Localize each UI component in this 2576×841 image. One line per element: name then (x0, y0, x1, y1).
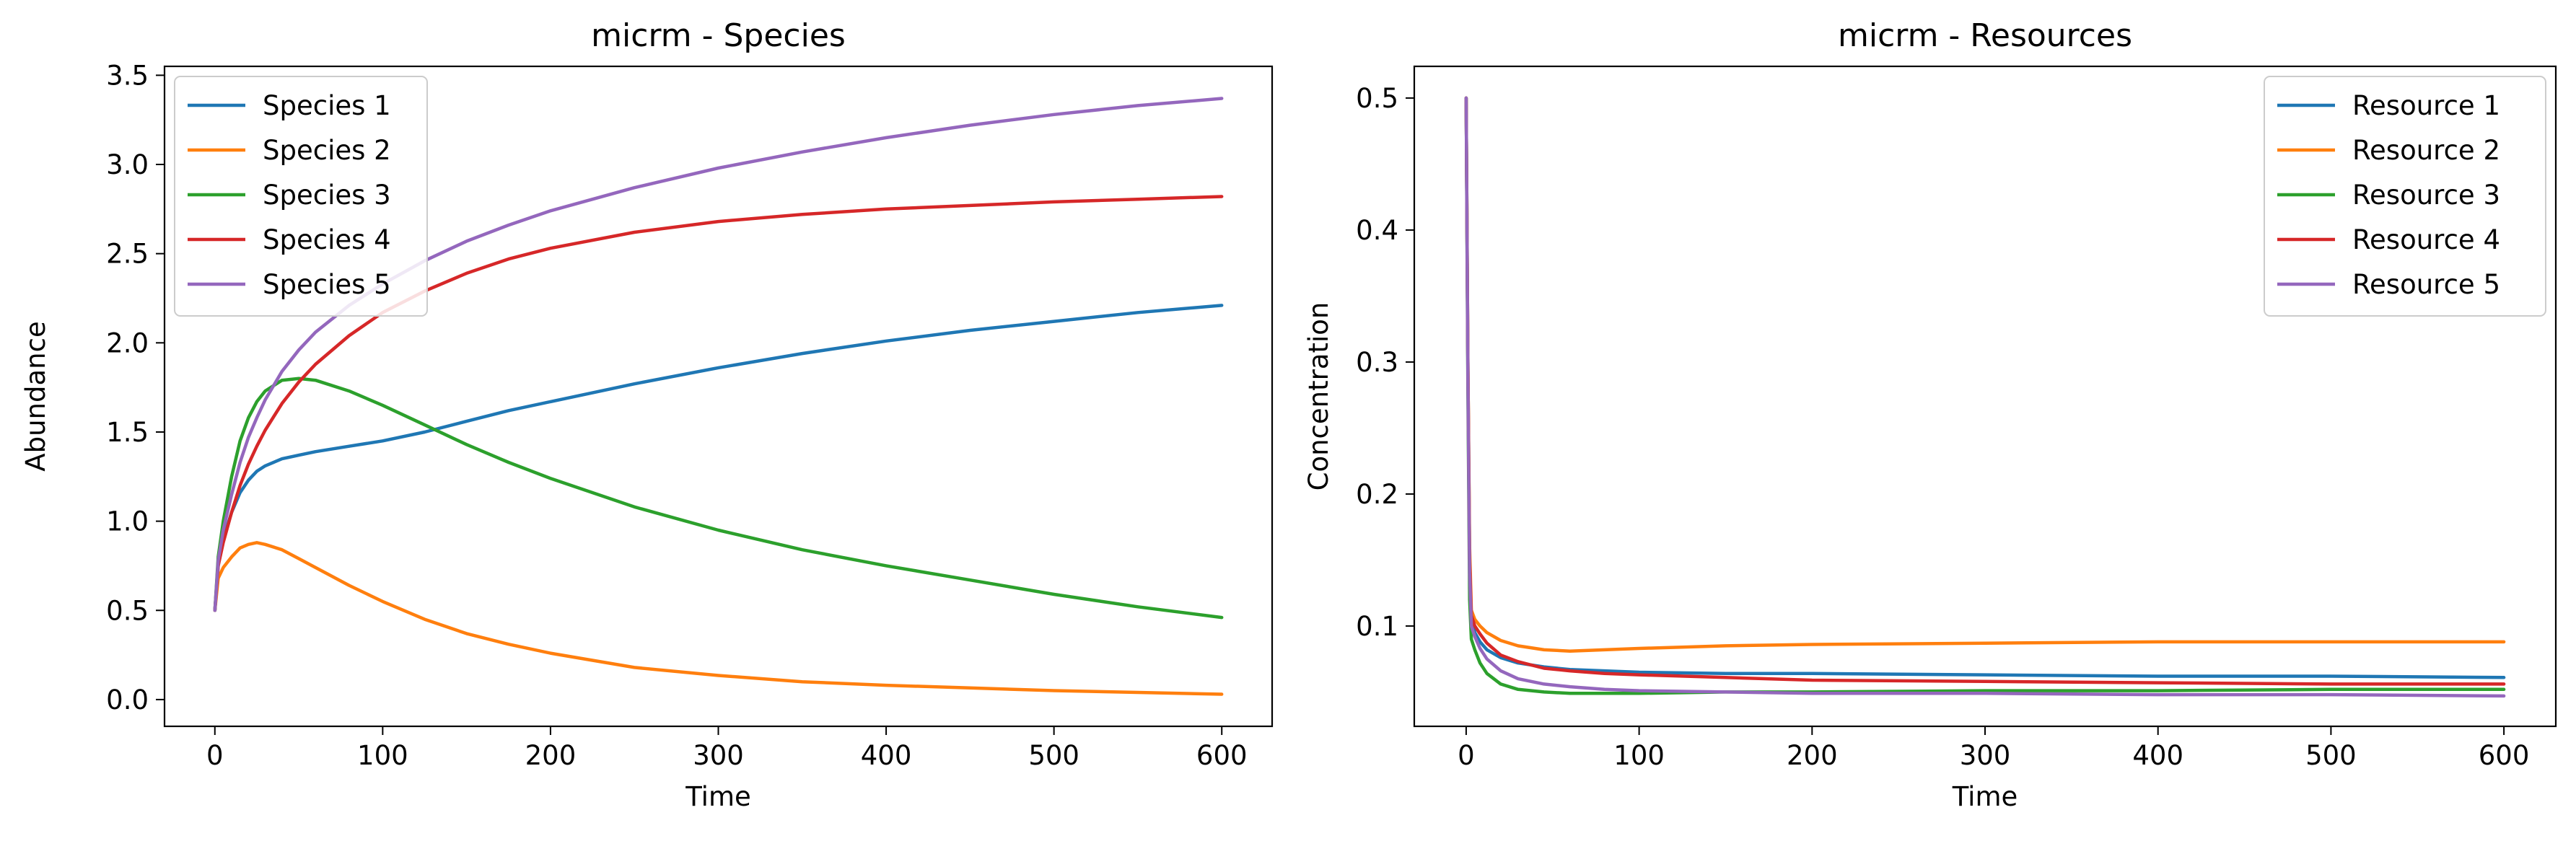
legend: Resource 1 Resource 2 Resource 3 Resource 4… (2264, 76, 2546, 317)
legend-label-2: Resource 2 (2352, 135, 2500, 166)
chart-resources: 0 100 200 300 400 500 600 0.1 0.2 0.3 0.4 0.5 micrm … (1303, 17, 2557, 812)
x-axis-label: Time (685, 781, 751, 812)
y-axis-label: Abundance (20, 321, 51, 471)
series-line-3 (1464, 96, 2506, 695)
x-tick-label: 600 (1196, 740, 1248, 771)
legend-label-1: Species 1 (263, 90, 391, 121)
legend-label-3: Resource 3 (2352, 180, 2500, 211)
legend-label-5: Species 5 (263, 269, 391, 300)
y-tick-label: 0.5 (106, 595, 149, 626)
legend-label-5: Resource 5 (2352, 269, 2500, 300)
legend-label-4: Species 4 (263, 224, 391, 255)
x-tick-label: 300 (693, 740, 744, 771)
x-tick-label: 100 (1613, 740, 1665, 771)
y-tick-label: 0.5 (1356, 83, 1398, 114)
x-tick-label: 600 (2479, 740, 2530, 771)
legend-label-2: Species 2 (263, 135, 391, 166)
x-tick-label: 500 (1028, 740, 1079, 771)
x-tick-label: 200 (1787, 740, 1838, 771)
x-tick-label: 400 (2132, 740, 2183, 771)
legend-label-4: Resource 4 (2352, 224, 2500, 255)
y-axis-label: Concentration (1303, 302, 1334, 491)
y-tick-label: 2.5 (106, 239, 149, 270)
series-line-1 (213, 304, 1224, 612)
x-tick-label: 100 (357, 740, 408, 771)
y-tick-label: 0.0 (106, 684, 149, 715)
y-tick-label: 3.5 (106, 60, 149, 91)
chart-species: 0 100 200 300 400 500 600 0.0 0.5 1.0 1.5 2.0 2.5 3.0… (20, 17, 1274, 812)
legend-label-3: Species 3 (263, 180, 391, 211)
x-tick-label: 500 (2305, 740, 2357, 771)
series-group (1464, 96, 2506, 698)
legend-box (174, 76, 428, 317)
x-tick-label: 0 (206, 740, 224, 771)
x-tick-label: 300 (1960, 740, 2011, 771)
x-axis-label: Time (1952, 781, 2018, 812)
y-tick-label: 0.4 (1356, 215, 1398, 246)
series-line-3 (213, 377, 1224, 620)
y-tick-label: 0.1 (1356, 611, 1398, 642)
legend: Species 1 Species 2 Species 3 Species 4 Spec… (174, 76, 428, 317)
x-tick-label: 0 (1458, 740, 1475, 771)
x-tick-label: 200 (525, 740, 577, 771)
y-tick-label: 0.2 (1356, 479, 1398, 510)
legend-label-1: Resource 1 (2352, 90, 2500, 121)
y-tick-label: 1.0 (106, 506, 149, 537)
chart-title: micrm - Species (591, 17, 846, 54)
series-line-5 (1464, 96, 2506, 698)
y-tick-label: 1.5 (106, 417, 149, 448)
y-tick-label: 2.0 (106, 327, 149, 358)
legend-box (2264, 76, 2546, 317)
x-tick-label: 400 (861, 740, 912, 771)
series-line-2 (213, 541, 1224, 696)
y-tick-label: 3.0 (106, 149, 149, 180)
chart-title: micrm - Resources (1838, 17, 2132, 54)
y-tick-label: 0.3 (1356, 347, 1398, 378)
